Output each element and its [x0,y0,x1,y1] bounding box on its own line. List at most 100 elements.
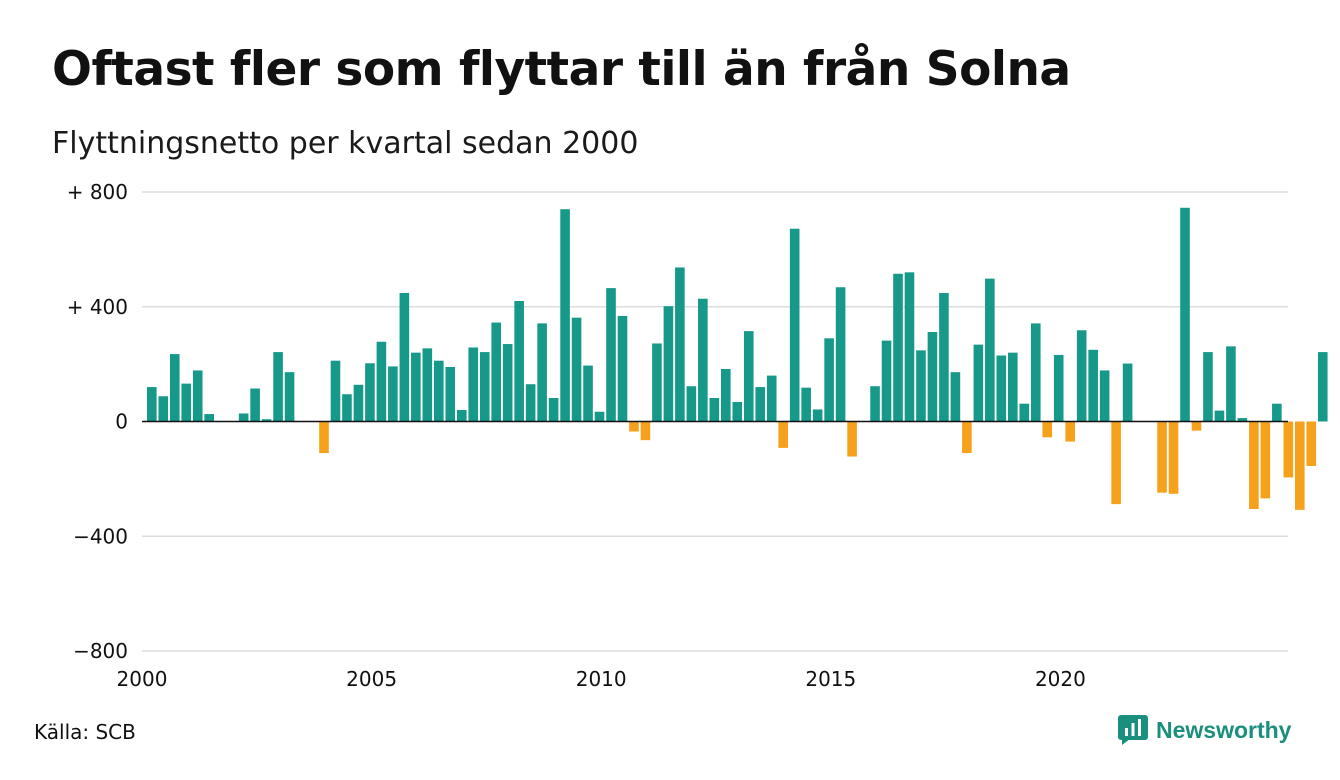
bar-2021K1 [1111,421,1121,505]
bar-2016K3 [904,272,915,422]
bar-2023K3 [1226,346,1236,422]
bar-2013K2 [755,387,766,422]
bar-2024K4 [1283,421,1294,478]
gridlines [142,191,1288,652]
bar-2005K1 [376,341,387,422]
bar-2024K3 [1272,403,1282,422]
bar-2009K3 [583,365,593,422]
bar-2015K4 [870,386,880,422]
y-tick-label: + 400 [67,295,128,319]
bar-2000K4 [181,383,192,422]
bar-2022K4 [1191,421,1202,431]
bar-2016K4 [916,350,926,422]
bar-2011K4 [686,386,697,422]
bar-2005K4 [411,352,421,422]
chart-title: Oftast fler som flyttar till än från Sol… [52,42,1071,97]
bar-2001K2 [204,414,214,422]
bar-2010K3 [629,421,639,432]
bar-2006K2 [434,360,444,422]
bar-2007K4 [502,344,513,422]
bar-2013K3 [766,375,777,422]
x-tick-label: 2020 [1035,667,1086,691]
chart-subtitle: Flyttningsnetto per kvartal sedan 2000 [52,126,639,161]
bar-2014K1 [789,228,800,422]
bar-2013K1 [743,331,754,422]
x-axis-labels: 2000 2005 2010 2015 2020 [117,667,1086,691]
bar-2006K1 [422,348,433,422]
bar-2010K4 [640,421,651,441]
bar-2004K2 [342,394,352,422]
bar-2004K3 [353,384,364,422]
brand[interactable]: Newsworthy [1118,713,1291,747]
bar-2016K1 [881,340,892,422]
bar-2010K1 [606,288,616,422]
y-tick-label: 0 [115,410,128,434]
bar-2023K4 [1237,418,1248,422]
y-tick-label: −400 [73,524,128,548]
bar-2006K4 [456,410,467,422]
bar-2013K4 [778,421,788,448]
y-tick-label: −800 [73,639,128,663]
bar-2020K3 [1088,349,1098,422]
bar-2000K3 [169,354,180,422]
bar-2022K3 [1180,207,1190,422]
bar-2002K1 [238,413,249,422]
x-tick-label: 2010 [576,667,627,691]
bar-2011K1 [652,343,662,422]
bar-2002K3 [261,419,272,422]
bar-2018K1 [973,344,984,422]
bar-2012K4 [732,401,743,422]
bar-2023K2 [1214,410,1225,422]
bar-2011K2 [663,306,674,422]
bar-2014K4 [824,338,834,422]
bar-2007K2 [479,352,490,422]
bar-2005K2 [388,366,398,422]
bar-2009K2 [571,317,582,422]
bar-2018K3 [996,355,1007,422]
newsworthy-logo-icon [1118,715,1148,745]
x-tick-label: 2015 [805,667,856,691]
bar-2017K3 [950,372,961,422]
y-axis-labels: + 800 + 400 0 −400 −800 [67,180,128,663]
bar-2012K2 [709,397,720,422]
bar-2000K2 [158,396,169,422]
bar-2001K1 [192,370,203,422]
bar-2015K2 [847,421,857,457]
bar-2002K4 [273,352,283,422]
bar-2019K2 [1030,323,1041,422]
bar-2023K1 [1203,352,1213,422]
bars [147,207,1328,510]
bar-2008K2 [525,384,536,422]
bar-2017K1 [927,332,938,422]
bar-2019K1 [1019,403,1030,422]
bar-2020K4 [1099,370,1110,422]
bar-2008K4 [548,397,559,422]
bar-2017K2 [939,292,949,422]
bar-2000K1 [147,387,157,422]
bar-2015K1 [835,287,846,422]
bar-2005K3 [399,292,410,422]
bar-2014K2 [801,387,811,422]
bar-2021K2 [1122,363,1133,422]
x-tick-label: 2000 [117,667,168,691]
bar-2009K4 [594,411,605,422]
bar-2009K1 [560,209,570,422]
bar-2024K2 [1260,421,1271,499]
bar-2008K3 [537,323,547,422]
bar-2019K4 [1053,354,1064,422]
bar-2018K4 [1008,352,1018,422]
bar-2003K4 [319,421,329,454]
bar-2012K1 [698,298,708,422]
bar-2019K3 [1042,421,1053,438]
bar-undefined [1306,421,1317,466]
bar-2007K3 [491,322,501,422]
bar-2010K2 [617,315,628,422]
bar-2022K2 [1168,421,1179,494]
bar-2012K3 [721,369,731,422]
bar-2020K1 [1065,421,1075,442]
bar-2014K3 [812,409,823,422]
bar-2004K4 [365,363,375,422]
bar-2022K1 [1157,421,1167,493]
source-note: Källa: SCB [34,720,136,744]
